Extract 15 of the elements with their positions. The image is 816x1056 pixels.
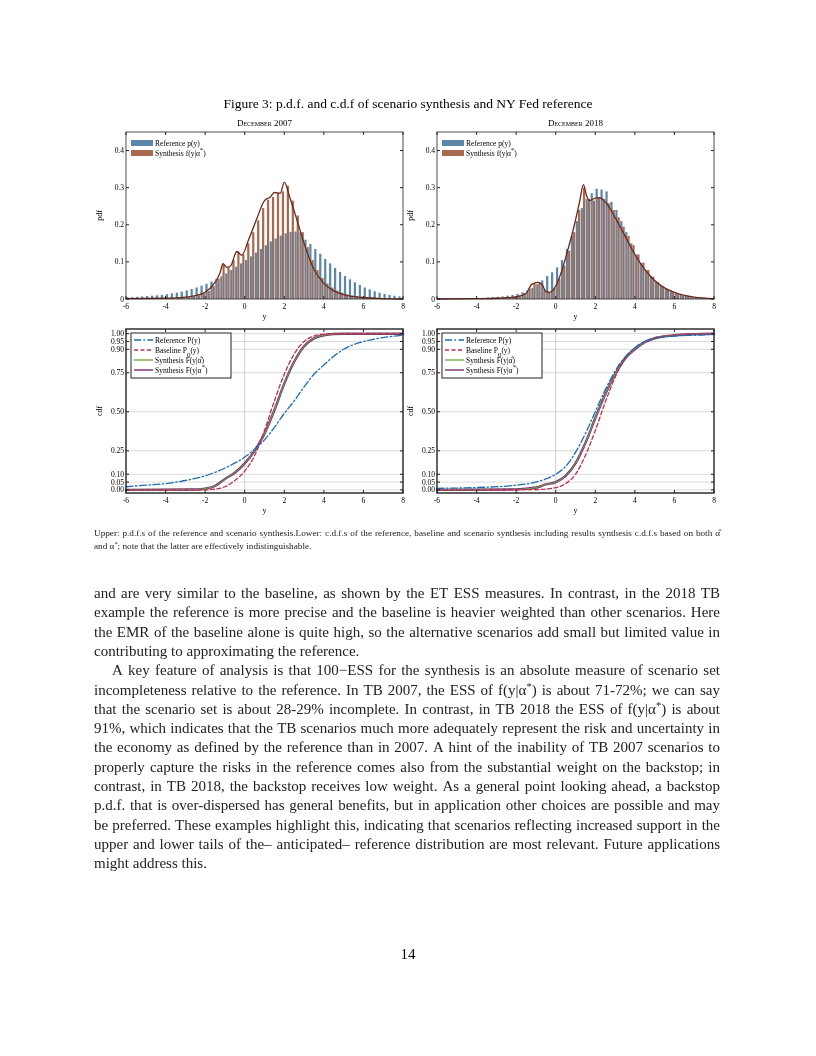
x-axis-title: y	[262, 312, 267, 321]
y-axis-title: pdf	[406, 209, 415, 221]
x-axis-title: y	[573, 312, 578, 321]
x-axis-title: y	[573, 506, 578, 515]
text: Upper: p.d.f.s of the reference and scenario synthesis.Lower: c.d.f.s of the reference, baseline and scenario synthesis including results synthesis c.d.f.s based on both α̂ and α$^{*}$; note that the latter are effectively indistinguishable.	[94, 528, 721, 551]
x-axis-title: y	[262, 506, 267, 515]
text: 14	[400, 946, 416, 962]
chart-subtitle: December 2007	[236, 118, 293, 128]
y-axis-title: cdf	[95, 405, 104, 417]
y-axis-title: cdf	[406, 405, 415, 417]
chart-subtitle: December 2018	[547, 118, 604, 128]
y-axis-title: pdf	[95, 209, 104, 221]
chart-title: Figure 3: p.d.f. and c.d.f of scenario synthesis and NY Fed reference	[223, 96, 593, 111]
text: A key feature of analysis is that 100−ESS for the synthesis is an absolute measure of scenario set incompleteness relative to the reference. In TB 2007, the ESS of f(y|α$^{*}$) is about 71-72%; we can say that the scenario set is about 28-29% incomplete. In contrast, in TB 2018 the ESS of f(y|α$^{*}$) is about 91%, which indicates that the TB scenarios much more adequately represent the risk and uncertainty in the economy as defined by the reference than in 2007. A hint of the inability of TB 2007 scenarios to properly capture the risks in the reference comes also from the substantial weight on the backstop; in contrast, in TB 2018, the backstop receives low weight. As a general point looking ahead, a backstop p.d.f. that is over-dispersed has general benefits, but in application other choices are possible and may be preferred. These examples highlight this, indicating that scenarios reflecting increased support in the upper and lower tails of the– anticipated– reference distribution are most relevant. Future applications might address this.	[94, 662, 721, 872]
text: and are very similar to the baseline, as shown by the ET ESS measures. In contrast, in the 2018 TB example the reference is more precise and the baseline is heavier weighted than other scenarios. Here the EMR of the baseline alone is quite high, so the alternative scenarios add small but limited value in contributing to approximating the reference.	[94, 585, 721, 659]
